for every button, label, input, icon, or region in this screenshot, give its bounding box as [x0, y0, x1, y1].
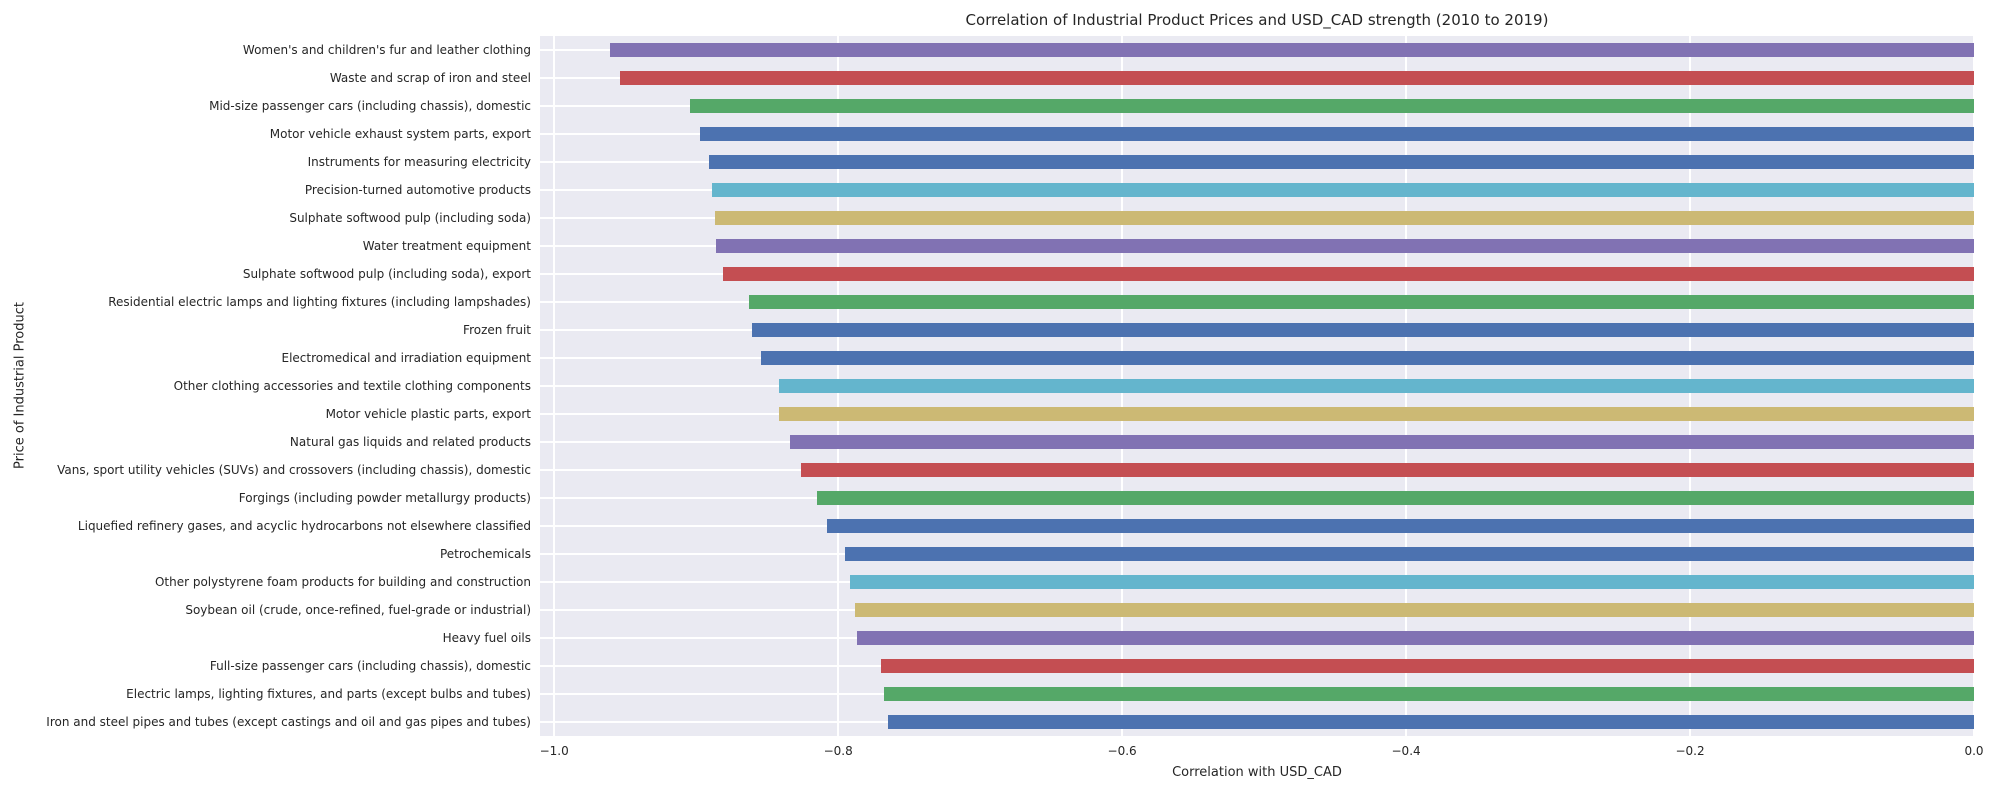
x-gridline — [1973, 36, 1975, 736]
bar — [700, 127, 1974, 141]
x-tick-label: −0.2 — [1675, 744, 1705, 758]
y-tick-label: Liquefied refinery gases, and acyclic hy… — [77, 519, 531, 533]
bar — [714, 211, 1974, 225]
bar — [690, 99, 1974, 113]
y-tick-label: Soybean oil (crude, once-refined, fuel-g… — [185, 603, 531, 617]
bar — [748, 295, 1974, 309]
bar — [880, 659, 1974, 673]
bar — [723, 267, 1974, 281]
bar — [716, 239, 1974, 253]
bar — [849, 575, 1974, 589]
bar — [845, 547, 1974, 561]
x-tick-label: −0.6 — [1107, 744, 1137, 758]
x-tick-label: −1.0 — [539, 744, 569, 758]
y-tick-label: Motor vehicle plastic parts, export — [325, 407, 531, 421]
bar — [801, 463, 1974, 477]
y-tick-label: Mid-size passenger cars (including chass… — [209, 99, 531, 113]
bar — [778, 379, 1974, 393]
x-axis-label: Correlation with USD_CAD — [1172, 765, 1342, 780]
plot-area — [540, 36, 1975, 736]
y-tick-label: Petrochemicals — [439, 547, 531, 561]
y-tick-label: Sulphate softwood pulp (including soda) — [289, 211, 531, 225]
y-tick-label: Electric lamps, lighting fixtures, and p… — [126, 687, 531, 701]
bar — [855, 603, 1974, 617]
y-tick-label: Instruments for measuring electricity — [307, 155, 531, 169]
y-tick-label: Forgings (including powder metallurgy pr… — [238, 491, 531, 505]
x-tick-label: −0.8 — [823, 744, 853, 758]
bar — [887, 715, 1974, 729]
y-tick-label: Electromedical and irradiation equipment — [281, 351, 531, 365]
bar — [609, 43, 1974, 57]
y-tick-label: Heavy fuel oils — [442, 631, 531, 645]
bar — [778, 407, 1974, 421]
chart-title: Correlation of Industrial Product Prices… — [965, 11, 1549, 29]
bar — [619, 71, 1974, 85]
y-tick-label: Full-size passenger cars (including chas… — [209, 659, 531, 673]
bar — [708, 155, 1974, 169]
x-tick-label: 0.0 — [1964, 744, 1984, 758]
bar — [711, 183, 1974, 197]
y-tick-label: Motor vehicle exhaust system parts, expo… — [269, 127, 531, 141]
y-tick-label: Water treatment equipment — [362, 239, 531, 253]
bar — [883, 687, 1974, 701]
y-tick-label: Residential electric lamps and lighting … — [108, 295, 531, 309]
x-tick-label: −0.4 — [1391, 744, 1421, 758]
y-tick-label: Other clothing accessories and textile c… — [173, 379, 531, 393]
y-tick-label: Precision-turned automotive products — [304, 183, 531, 197]
y-tick-label: Women's and children's fur and leather c… — [242, 43, 531, 57]
bar — [856, 631, 1974, 645]
y-tick-label: Waste and scrap of iron and steel — [329, 71, 531, 85]
y-tick-label: Sulphate softwood pulp (including soda),… — [242, 267, 531, 281]
bar — [751, 323, 1974, 337]
y-tick-label: Natural gas liquids and related products — [289, 435, 531, 449]
bar — [816, 491, 1974, 505]
y-tick-label: Iron and steel pipes and tubes (except c… — [46, 715, 531, 729]
y-tick-label: Frozen fruit — [463, 323, 531, 337]
bar — [789, 435, 1974, 449]
bar — [761, 351, 1974, 365]
y-tick-label: Vans, sport utility vehicles (SUVs) and … — [57, 463, 531, 477]
bar — [826, 519, 1974, 533]
y-tick-label: Other polystyrene foam products for buil… — [154, 575, 531, 589]
